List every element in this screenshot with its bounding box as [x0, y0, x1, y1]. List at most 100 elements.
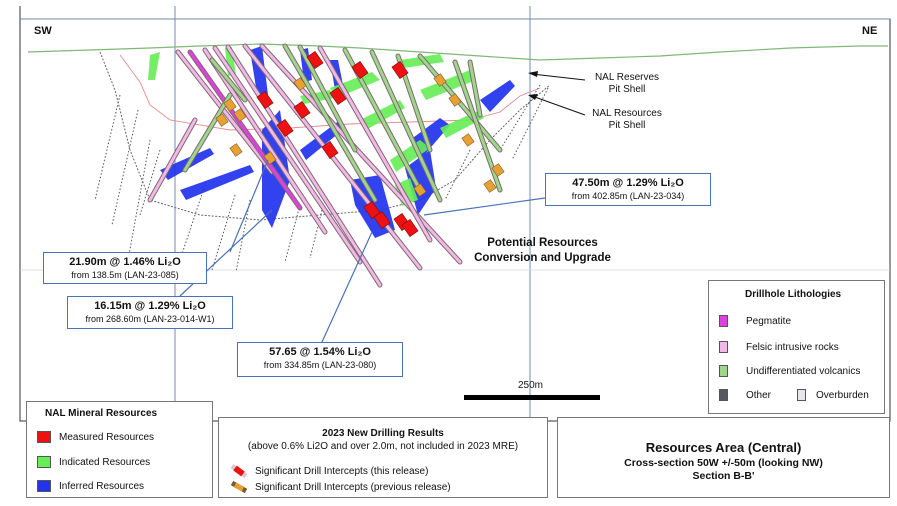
other-swatch	[719, 389, 728, 401]
red-intercept	[256, 90, 274, 110]
red-intercept	[276, 118, 294, 138]
red-intercept	[373, 210, 391, 230]
drillhole-core	[418, 54, 502, 152]
drillhole-core	[213, 46, 362, 264]
drillhole-core	[183, 93, 232, 172]
indicated-body	[148, 52, 160, 80]
orange-intercept	[229, 143, 243, 157]
scale-bar	[464, 395, 600, 400]
red-intercept	[391, 60, 409, 80]
measured-swatch	[37, 431, 51, 443]
dotted-drillhole	[127, 139, 151, 261]
dotted-drillhole	[111, 109, 139, 226]
intercept-callout-lan-23-014-w1: 16.15m @ 1.29% Li₂O from 268.60m (LAN-23…	[67, 296, 233, 329]
dotted-drillhole	[139, 149, 161, 216]
overburden-swatch	[797, 389, 806, 401]
dotted-drillhole	[179, 184, 206, 261]
orange-intercept	[215, 113, 229, 127]
title-block-line2: Cross-section 50W +/-50m (looking NW)	[624, 457, 823, 469]
legend-item-indicated: Indicated Resources	[37, 456, 150, 468]
drill-intercepts	[215, 50, 505, 238]
red-intercept	[329, 86, 347, 106]
resources-legend-title: NAL Mineral Resources	[45, 408, 158, 419]
drillhole-core	[370, 50, 442, 202]
red-intercept-icon	[230, 464, 248, 478]
intercept-callout-lan-23-085: 21.90m @ 1.46% Li₂O from 138.5m (LAN-23-…	[43, 252, 207, 284]
inferred-body	[180, 165, 254, 200]
indicated-swatch	[37, 456, 51, 468]
orange-intercept	[263, 151, 277, 165]
drillhole-core	[188, 50, 302, 210]
title-block-line3: Section B-B'	[692, 470, 755, 482]
potential-resources-label: Potential Resources Conversion and Upgra…	[474, 237, 611, 264]
legend-item-other: Other	[719, 389, 771, 401]
pegmatite-swatch	[719, 315, 728, 327]
red-intercept	[351, 60, 369, 80]
reserves-pit-shell	[119, 54, 541, 131]
dotted-drillhole	[499, 84, 541, 151]
dotted-drillhole	[235, 199, 251, 273]
legend-item-overburden: Overburden	[797, 389, 869, 401]
legend-item-pegmatite: Pegmatite	[719, 315, 791, 327]
dotted-drillhole	[511, 87, 549, 161]
orange-intercept	[233, 108, 247, 122]
felsic-swatch	[719, 341, 728, 353]
inferred-body	[480, 80, 515, 112]
orange-intercept	[491, 163, 505, 177]
drillhole-core	[148, 118, 197, 202]
dotted-drillhole	[94, 94, 121, 201]
drillhole-core	[283, 44, 377, 202]
reserves-pit-label: NAL Reserves Pit Shell	[594, 72, 660, 95]
leader-line	[321, 231, 373, 343]
orange-intercept	[293, 77, 307, 91]
drillhole-core	[176, 50, 274, 174]
orange-intercept	[448, 93, 462, 107]
dotted-drillholes	[94, 84, 549, 273]
inferred-body	[405, 150, 436, 215]
orange-intercept	[433, 73, 447, 87]
red-intercept	[293, 100, 311, 120]
orange-intercept	[413, 183, 427, 197]
leader-line	[423, 197, 546, 216]
orange-intercept-icon	[230, 480, 248, 494]
dotted-drillhole	[309, 209, 323, 259]
volcanics-swatch	[719, 365, 728, 377]
inferred-body	[262, 110, 290, 228]
drilling-legend-subtitle: (above 0.6% Li2O and over 2.0m, not incl…	[247, 441, 519, 452]
resources-legend: NAL Mineral Resources Measured Resources…	[26, 401, 213, 498]
lithology-legend: Drillhole Lithologies Pegmatite Felsic i…	[708, 280, 885, 414]
intercept-callout-lan-23-080: 57.65 @ 1.54% Li₂O from 334.85m (LAN-23-…	[237, 342, 403, 377]
inferred-swatch	[37, 480, 51, 492]
legend-item-inferred: Inferred Resources	[37, 480, 144, 492]
orange-intercept	[483, 179, 497, 193]
drillhole-core	[468, 60, 482, 117]
title-block-title: Resources Area (Central)	[645, 440, 802, 455]
resources-pit-label: NAL Resources Pit Shell	[592, 108, 662, 131]
legend-item-this-release: Significant Drill Intercepts (this relea…	[229, 464, 428, 478]
dotted-drillhole	[211, 194, 236, 271]
red-intercept	[321, 140, 339, 160]
drillhole-core	[210, 58, 247, 102]
resources-pit-shell	[99, 51, 551, 221]
drillhole-core	[226, 45, 382, 287]
drilling-legend-title: 2023 New Drilling Results	[322, 428, 444, 439]
dotted-drillhole	[284, 204, 301, 263]
drillhole-core	[318, 46, 432, 242]
drillhole-core	[203, 48, 327, 234]
lithology-legend-title: Drillhole Lithologies	[745, 289, 842, 300]
scale-bar-label: 250m	[518, 380, 544, 391]
legend-item-previous-release: Significant Drill Intercepts (previous r…	[229, 480, 451, 494]
orange-intercept	[461, 133, 475, 147]
title-block: Resources Area (Central) Cross-section 5…	[557, 417, 890, 498]
topography-line	[27, 43, 888, 61]
drilling-results-legend: 2023 New Drilling Results (above 0.6% Li…	[218, 417, 548, 498]
intercept-callout-lan-23-034: 47.50m @ 1.29% Li₂O from 402.85m (LAN-23…	[545, 173, 711, 206]
drillhole-core	[298, 45, 357, 152]
legend-item-measured: Measured Resources	[37, 431, 154, 443]
orange-intercept	[223, 98, 237, 112]
direction-ne-label: NE	[862, 25, 878, 37]
indicated-body	[390, 140, 430, 172]
dotted-drillhole	[444, 149, 471, 201]
legend-item-volcanics: Undifferentiated volcanics	[719, 365, 860, 377]
